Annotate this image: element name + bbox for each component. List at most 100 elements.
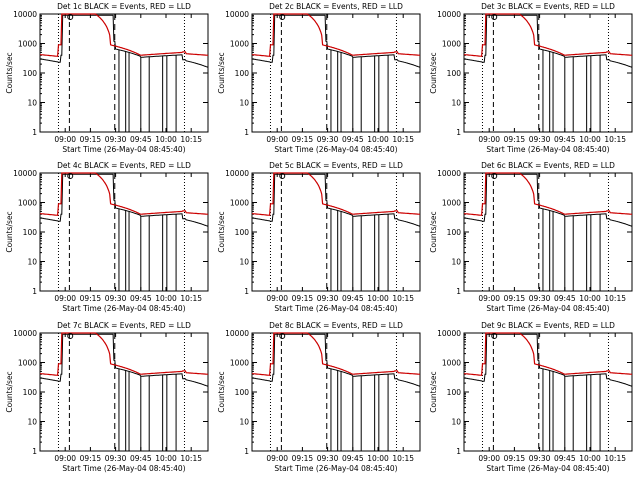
y-tick-label: 1 (244, 287, 249, 296)
plot-frame (463, 172, 633, 292)
x-tick-label: 10:15 (392, 135, 414, 144)
saturation-marker (67, 14, 74, 20)
x-tick-label: 09:30 (317, 454, 339, 463)
y-tick-label: 1 (456, 128, 461, 137)
saturation-marker (491, 173, 498, 179)
x-tick-label: 09:45 (342, 294, 364, 303)
y-tick-label: 10000 (13, 10, 37, 19)
panel-title: Det 6c BLACK = Events, RED = LLD (481, 161, 615, 170)
panel-title: Det 8c BLACK = Events, RED = LLD (269, 321, 403, 330)
x-tick-label: 10:15 (604, 294, 626, 303)
panel-title: Det 5c BLACK = Events, RED = LLD (269, 161, 403, 170)
x-tick-label: 09:00 (54, 294, 76, 303)
detector-panel-1: Det 1c BLACK = Events, RED = LLD 1 10 100 10… (5, 2, 209, 154)
y-tick-label: 10 (451, 99, 461, 108)
x-axis-label: Start Time (26-May-04 08:45:40) (486, 145, 609, 154)
y-tick-label: 100 (235, 228, 250, 237)
plot-frame (39, 332, 209, 452)
x-tick-label: 09:30 (529, 135, 551, 144)
events-series (463, 173, 633, 227)
y-tick-label: 10 (451, 258, 461, 267)
x-tick-label: 10:00 (155, 294, 177, 303)
x-tick-label: 09:15 (292, 294, 314, 303)
x-tick-label: 09:00 (54, 454, 76, 463)
x-tick-label: 09:15 (80, 454, 102, 463)
y-tick-label: 1000 (230, 199, 249, 208)
x-tick-label: 09:30 (105, 454, 127, 463)
lld-series (463, 172, 633, 216)
y-tick-label: 1000 (230, 359, 249, 368)
saturation-marker (491, 14, 498, 20)
y-tick-label: 100 (23, 228, 38, 237)
plot-frame (251, 332, 421, 452)
x-tick-label: 09:30 (529, 294, 551, 303)
lld-series (251, 332, 421, 376)
plot-frame (463, 13, 633, 133)
detector-panel-9: Det 9c BLACK = Events, RED = LLD 1 10 100 10… (429, 321, 633, 473)
y-tick-label: 10000 (437, 10, 461, 19)
y-tick-label: 10000 (225, 10, 249, 19)
x-tick-label: 09:15 (80, 135, 102, 144)
saturation-marker (67, 333, 74, 339)
x-tick-label: 09:00 (266, 135, 288, 144)
y-tick-label: 10 (239, 258, 249, 267)
y-tick-label: 10000 (13, 329, 37, 338)
x-tick-label: 09:45 (554, 135, 576, 144)
x-tick-label: 09:45 (554, 294, 576, 303)
x-axis-label: Start Time (26-May-04 08:45:40) (62, 464, 185, 473)
x-tick-label: 09:30 (105, 135, 127, 144)
plot-frame (251, 172, 421, 292)
x-tick-label: 09:30 (317, 294, 339, 303)
events-series (251, 173, 421, 227)
detector-panel-4: Det 4c BLACK = Events, RED = LLD 1 10 100 10… (5, 161, 209, 313)
events-series (463, 14, 633, 68)
y-tick-label: 1 (244, 447, 249, 456)
y-tick-label: 1 (456, 447, 461, 456)
detector-panel-6: Det 6c BLACK = Events, RED = LLD 1 10 100 10… (429, 161, 633, 313)
y-axis-label: Counts/sec (217, 371, 226, 412)
x-tick-label: 10:15 (180, 454, 202, 463)
y-tick-label: 1 (244, 128, 249, 137)
events-series (463, 333, 633, 387)
x-axis-label: Start Time (26-May-04 08:45:40) (486, 464, 609, 473)
x-tick-label: 10:15 (392, 454, 414, 463)
y-tick-label: 1000 (18, 199, 37, 208)
x-tick-label: 10:15 (604, 135, 626, 144)
y-tick-label: 1 (456, 287, 461, 296)
y-tick-label: 10000 (225, 169, 249, 178)
y-tick-label: 1000 (18, 40, 37, 49)
x-axis-label: Start Time (26-May-04 08:45:40) (274, 304, 397, 313)
x-tick-label: 09:00 (54, 135, 76, 144)
y-tick-label: 1 (32, 447, 37, 456)
y-axis-label: Counts/sec (5, 52, 14, 93)
events-series (39, 14, 209, 68)
x-tick-label: 09:45 (130, 135, 152, 144)
detector-panel-5: Det 5c BLACK = Events, RED = LLD 1 10 100 10… (217, 161, 421, 313)
x-tick-label: 09:30 (529, 454, 551, 463)
x-tick-label: 10:00 (367, 294, 389, 303)
x-tick-label: 10:15 (392, 294, 414, 303)
plot-frame (39, 13, 209, 133)
detector-panel-2: Det 2c BLACK = Events, RED = LLD 1 10 100 10… (217, 2, 421, 154)
x-tick-label: 09:15 (292, 454, 314, 463)
lld-series (251, 13, 421, 57)
y-tick-label: 10000 (437, 329, 461, 338)
panel-title: Det 2c BLACK = Events, RED = LLD (269, 2, 403, 11)
x-tick-label: 09:00 (266, 294, 288, 303)
panel-title: Det 4c BLACK = Events, RED = LLD (57, 161, 191, 170)
lld-series (39, 13, 209, 57)
y-tick-label: 1 (32, 128, 37, 137)
y-tick-label: 100 (23, 69, 38, 78)
x-axis-label: Start Time (26-May-04 08:45:40) (62, 304, 185, 313)
y-tick-label: 100 (447, 69, 462, 78)
panel-title: Det 9c BLACK = Events, RED = LLD (481, 321, 615, 330)
detector-panel-7: Det 7c BLACK = Events, RED = LLD 1 10 100 10… (5, 321, 209, 473)
x-tick-label: 09:15 (292, 135, 314, 144)
lld-series (463, 332, 633, 376)
saturation-marker (67, 173, 74, 179)
y-tick-label: 10000 (437, 169, 461, 178)
x-tick-label: 09:45 (130, 454, 152, 463)
x-tick-label: 10:15 (180, 135, 202, 144)
y-tick-label: 10000 (13, 169, 37, 178)
